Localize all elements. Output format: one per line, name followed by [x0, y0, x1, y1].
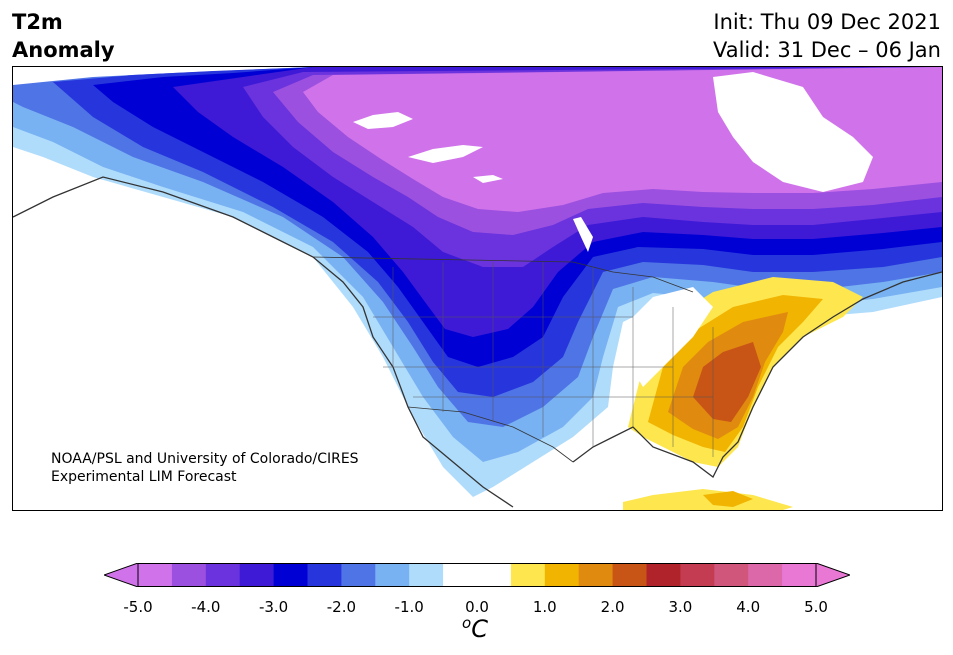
credit-line-1: NOAA/PSL and University of Colorado/CIRE…	[51, 451, 359, 467]
colorbar-bin	[748, 563, 783, 587]
lake-winnipeg	[573, 217, 593, 252]
unit-degree: o	[462, 614, 472, 632]
boundaries	[13, 176, 942, 508]
colorbar-border	[137, 563, 817, 587]
colorbar-under-arrow	[104, 563, 139, 587]
colorbar-bin	[443, 563, 478, 587]
colorbar-bin	[510, 563, 546, 587]
colorbar-bin	[307, 563, 342, 587]
colorbar-tick-label: -1.0	[394, 598, 424, 616]
colorbar-bin	[205, 563, 241, 587]
colorbar-tick-label: -4.0	[191, 598, 221, 616]
colorbar-bin	[612, 563, 647, 587]
colorbar-ticks: -5.0 -4.0 -3.0 -2.0 -1.0 0.0 1.0 2.0 3.0 4.0 5.0	[0, 598, 953, 618]
colorbar-bin	[171, 563, 207, 587]
colorbar-over-arrow	[815, 563, 850, 587]
colorbar-tick-label: 5.0	[804, 598, 828, 616]
band-caribbean-gold	[703, 491, 753, 507]
band-rust	[693, 342, 761, 422]
colorbar-bin	[409, 563, 444, 587]
title-variable: T2m Anomaly	[12, 8, 115, 64]
colorbar-bin	[680, 563, 715, 587]
colorbar-bin	[239, 563, 275, 587]
colorbar-unit: oC	[462, 614, 488, 643]
anomaly-contours	[13, 67, 942, 510]
great-lakes-region	[623, 287, 713, 387]
credit-block: NOAA/PSL and University of Colorado/CIRE…	[51, 450, 359, 486]
colorbar-bin	[477, 563, 512, 587]
colorbar	[104, 563, 850, 587]
anomaly-map: NOAA/PSL and University of Colorado/CIRE…	[12, 66, 943, 511]
map-canvas	[13, 67, 942, 510]
colorbar-tick-label: -2.0	[326, 598, 357, 616]
colorbar-tick-label: 0.0	[465, 598, 489, 616]
great-slave-lake	[408, 145, 483, 163]
colorbar-tick-label: 3.0	[668, 598, 693, 616]
init-date: Init: Thu 09 Dec 2021	[713, 10, 941, 34]
colorbar-tick-label: -5.0	[123, 598, 153, 616]
us-mexico-border	[407, 406, 574, 463]
colorbar-bin	[714, 563, 749, 587]
colorbar-bin	[646, 563, 681, 587]
credit-line-2: Experimental LIM Forecast	[51, 469, 237, 485]
colorbar-bin	[544, 563, 580, 587]
coastline	[13, 176, 942, 508]
variable-label: T2m	[12, 10, 63, 34]
colorbar-bin	[375, 563, 410, 587]
lake-athabasca	[473, 175, 503, 183]
colorbar-tick-label: 1.0	[532, 598, 557, 616]
colorbar-tick-label: 2.0	[600, 598, 625, 616]
us-canada-border	[312, 256, 694, 293]
colorbar-bin	[782, 563, 817, 587]
colorbar-bin	[273, 563, 308, 587]
colorbar-tick-label: -3.0	[258, 598, 289, 616]
state-lines	[373, 262, 714, 457]
great-bear-lake	[353, 112, 413, 129]
unit-letter: C	[471, 615, 488, 643]
colorbar-bin	[578, 563, 614, 587]
colorbar-bin	[138, 563, 173, 587]
lakes	[353, 112, 593, 252]
title-dates: Init: Thu 09 Dec 2021 Valid: 31 Dec – 06…	[713, 8, 941, 64]
colorbar-tick-label: 4.0	[736, 598, 761, 616]
valid-period: Valid: 31 Dec – 06 Jan	[712, 38, 941, 62]
field-label: Anomaly	[12, 38, 115, 62]
colorbar-bin	[341, 563, 376, 587]
hudson-bay	[713, 72, 873, 192]
